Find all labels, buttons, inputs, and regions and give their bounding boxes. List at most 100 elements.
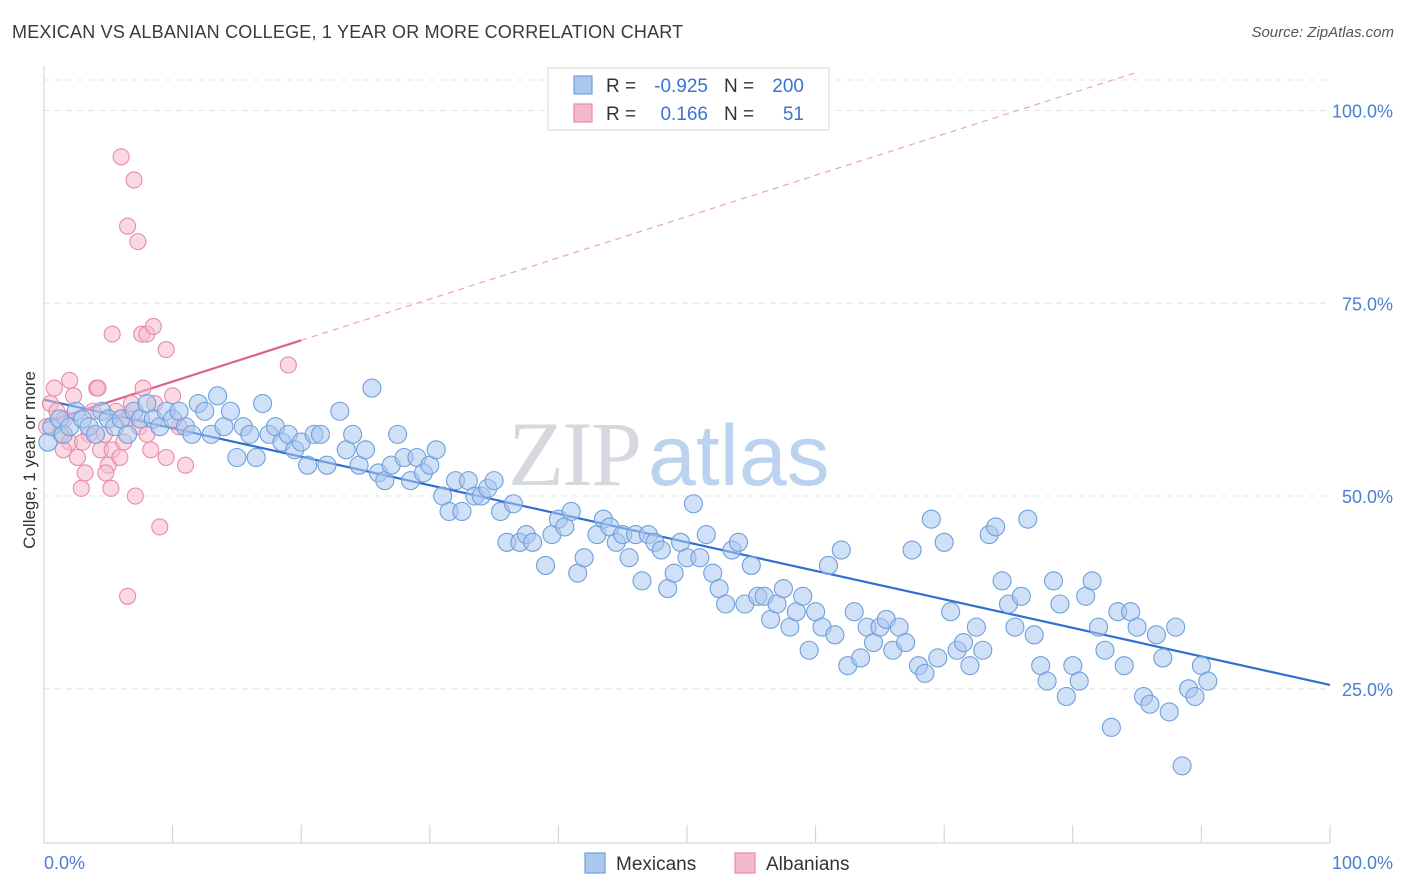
mexicans-point-34 [253, 393, 273, 414]
mexicans-point-32 [240, 424, 260, 444]
albanians-point-19 [111, 448, 129, 467]
albanians-point-39 [119, 587, 137, 605]
mexicans-point-98 [683, 494, 703, 514]
mexicans-point-47 [343, 424, 363, 444]
mexicans-point-155 [1050, 594, 1070, 614]
legend-n-label-albanians: N = [724, 104, 754, 125]
albanians-point-40 [151, 518, 169, 536]
mexicans-point-163 [1101, 717, 1121, 737]
mexicans-point-158 [1069, 671, 1089, 691]
mexicans-point-116 [799, 640, 819, 660]
albanians-point-2 [45, 379, 63, 397]
mexicans-point-99 [690, 548, 710, 568]
mexicans-point-82 [574, 548, 594, 568]
mexicans-point-153 [1037, 671, 1057, 691]
mexicans-point-64 [452, 501, 472, 522]
y-tick-label-0: 25.0% [1342, 680, 1393, 700]
mexicans-point-169 [1140, 694, 1160, 714]
mexicans-point-174 [1172, 756, 1192, 776]
grid-lines [44, 79, 1330, 690]
mexicans-point-30 [227, 447, 247, 468]
mexicans-point-140 [953, 632, 974, 653]
mexicans-point-149 [1011, 586, 1031, 606]
legend-swatch-albanians [573, 103, 593, 123]
mexicans-point-103 [716, 594, 736, 614]
mexicans-point-95 [664, 563, 684, 583]
mexicans-point-23 [182, 424, 202, 444]
trend-lines [43, 71, 1331, 687]
tick-labels: 25.0% 50.0% 75.0% 100.0% 0.0% 100.0% [44, 102, 1393, 873]
mexicans-point-156 [1056, 686, 1076, 707]
watermark: ZIP atlas [508, 403, 830, 505]
mexicans-point-41 [298, 455, 318, 475]
mexicans-point-141 [960, 656, 980, 676]
mexicans-point-161 [1088, 617, 1109, 637]
legend-swatch-mexicans [573, 75, 593, 95]
legend-r-label-albanians: R = [606, 104, 636, 125]
y-tick-label-3: 100.0% [1332, 102, 1393, 122]
mexicans-point-93 [651, 540, 671, 560]
mexicans-point-173 [1166, 617, 1186, 637]
albanians-point-32 [112, 148, 130, 166]
mexicans-point-142 [966, 617, 986, 637]
mexicans-point-60 [426, 440, 446, 460]
mexicans-point-120 [825, 625, 845, 645]
albanians-point-47 [279, 356, 297, 374]
legend-n-value-albanians: 51 [783, 104, 804, 125]
albanians-point-44 [176, 456, 195, 474]
mexicans-point-8 [85, 424, 105, 444]
albanians-point-46 [157, 341, 175, 359]
mexicans-point-172 [1159, 702, 1179, 722]
mexicans-point-121 [831, 540, 851, 560]
mexicans-point-49 [355, 440, 376, 460]
mexicans-point-135 [921, 509, 941, 529]
legend: R = -0.925 N = 200 R = 0.166 N = 51 [547, 67, 830, 131]
chart-title: MEXICAN VS ALBANIAN COLLEGE, 1 YEAR OR M… [12, 22, 684, 42]
mexicans-point-69 [484, 471, 504, 491]
mexicans-point-107 [741, 555, 761, 575]
mexicans-point-50 [362, 378, 382, 398]
albanians-point-25 [134, 379, 152, 397]
y-tick-label-1: 50.0% [1342, 487, 1393, 507]
albanians-point-42 [164, 387, 182, 405]
mexicans-point-171 [1153, 648, 1173, 668]
mexicans-point-124 [851, 648, 871, 668]
mexicans-point-80 [561, 501, 581, 522]
mexicans-point-72 [503, 494, 523, 514]
mexicans-point-136 [928, 648, 948, 668]
legend-n-value-mexicans: 200 [772, 76, 804, 97]
albanians-point-29 [89, 379, 107, 397]
mexicans-point-75 [523, 532, 543, 552]
mexicans-point-13 [118, 424, 138, 444]
albanians-point-38 [103, 325, 121, 343]
mexicans-point-45 [330, 401, 350, 421]
albanians-point-27 [142, 441, 160, 459]
trend-line-albanians-extension [301, 71, 1138, 341]
albanians-point-33 [125, 171, 143, 189]
mexicans-point-146 [992, 571, 1012, 591]
mexicans-point-170 [1146, 625, 1166, 645]
mexicans-point-115 [793, 586, 813, 606]
watermark-atlas: atlas [648, 408, 830, 504]
mexicans-point-132 [902, 540, 922, 560]
mexicans-point-131 [896, 632, 916, 653]
mexicans-point-33 [246, 447, 266, 468]
mexicans-point-137 [934, 532, 954, 552]
mexicans-point-178 [1198, 671, 1218, 691]
albanians-point-9 [72, 479, 90, 497]
bottom-legend-swatch-albanians [734, 852, 756, 874]
albanians-point-31 [102, 479, 120, 497]
watermark-zip: ZIP [508, 403, 640, 505]
legend-n-label-mexicans: N = [724, 76, 754, 97]
mexicans-point-54 [388, 424, 408, 444]
albanians-point-35 [129, 233, 147, 251]
mexicans-point-148 [1005, 617, 1025, 637]
albanians-points [38, 148, 297, 605]
albanians-point-30 [97, 464, 115, 482]
legend-r-value-mexicans: -0.925 [654, 76, 708, 97]
mexicans-point-112 [773, 579, 794, 599]
mexicans-point-76 [535, 555, 556, 575]
legend-r-value-albanians: 0.166 [660, 104, 708, 125]
albanians-point-41 [157, 448, 175, 467]
